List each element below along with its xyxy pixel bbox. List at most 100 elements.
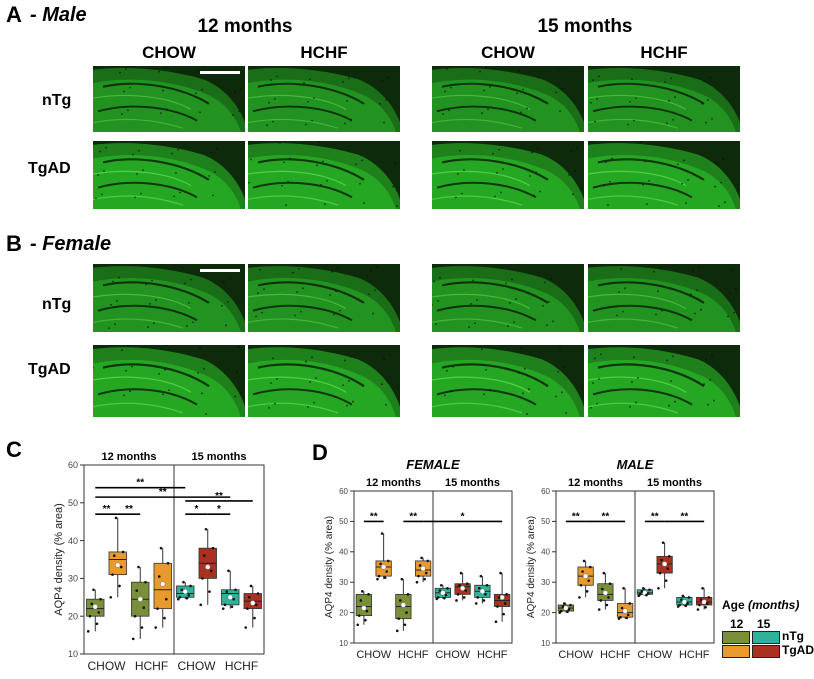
data-point [686,602,689,605]
y-tick-label: 40 [541,548,550,557]
data-point [423,577,426,581]
chart-c: 10 20 30 40 50 60 AQP4 density (% area) 12 mont… [53,451,265,673]
data-point [254,603,258,607]
box-mean-point [400,602,407,608]
data-point [377,574,381,578]
data-point [660,558,663,562]
hippocampus-micrograph [248,264,400,332]
data-point [679,598,683,601]
data-point [462,596,466,599]
data-point [704,605,707,609]
y-axis-label: AQP4 density (% area) [324,516,335,618]
data-point [118,584,121,588]
box-mean-point [160,581,166,587]
data-point [121,550,125,554]
box-mean-point [563,605,569,611]
box-mean-point [227,594,233,600]
data-point [159,546,163,550]
x-category-label: CHOW [637,649,672,661]
data-point [133,614,137,618]
box-mean-point [499,594,505,601]
data-point [684,604,688,608]
chart-d-female: 10 20 30 40 50 60 AQP4 density (% area) FEMALE 1… [324,457,513,661]
data-point [249,584,253,588]
significance-label: * [461,511,465,522]
data-point [496,605,499,608]
data-point [424,571,428,575]
data-point [185,596,189,600]
data-point [626,613,630,617]
data-point [420,556,423,560]
data-point [476,596,480,599]
data-point [109,596,113,599]
data-point [587,579,591,582]
significance-label: ** [601,511,609,522]
data-point [187,594,191,597]
data-point [599,599,603,602]
data-point [455,599,458,602]
data-point [585,590,589,593]
data-point [642,586,645,590]
data-point [178,596,182,599]
data-point [182,580,185,584]
age-group-label: 15 months [647,477,702,489]
data-point [156,607,159,610]
data-point [365,609,369,613]
box-mean-point [479,588,486,594]
data-point [417,574,420,578]
data-point [114,516,118,520]
data-point [211,546,215,550]
data-point [112,554,116,558]
legend-col-15: 15 [757,617,771,631]
data-point [705,602,709,605]
data-point [459,571,463,575]
data-point [163,616,166,620]
data-point [444,593,448,597]
row-tgad-b: TgAD [28,361,71,378]
data-point [199,603,203,607]
data-point [619,615,622,619]
y-tick-label: 40 [68,536,78,546]
significance-label: ** [651,511,659,522]
y-axis-label: AQP4 density (% area) [526,516,537,618]
data-point [646,592,650,595]
significance-label: * [217,504,221,515]
data-point [88,614,92,618]
legend-swatch-ntg-15 [752,631,780,644]
data-point [204,527,208,531]
hippocampus-micrograph [588,141,740,209]
x-category-label: HCHF [600,649,631,661]
data-point [247,596,251,599]
significance-label: ** [125,504,133,515]
hippocampus-micrograph [588,264,740,332]
data-point [154,626,158,629]
data-point [202,554,206,558]
data-point [579,583,583,587]
data-point [119,565,123,569]
significance-label: ** [103,504,111,515]
y-tick-label: 50 [68,498,78,508]
data-point [383,576,387,579]
data-point [398,599,402,602]
box-mean-point [115,562,121,568]
age-group-label: 12 months [101,451,156,463]
hippocampus-micrograph [588,345,740,417]
data-point [405,611,408,614]
data-point [256,592,260,595]
age-header-15: 15 months [537,16,633,37]
x-category-label: CHOW [356,649,391,661]
data-point [137,565,140,569]
col-hchf-15: HCHF [640,43,688,62]
data-point [566,610,569,614]
hippocampus-micrograph [93,141,245,209]
row-ntg-a: nTg [42,92,72,109]
col-chow-15: CHOW [481,43,535,62]
significance-label: ** [136,478,144,489]
hippocampus-micrograph [248,141,400,209]
hippocampus-micrograph [93,264,245,332]
data-point [90,602,94,606]
hippocampus-micrograph [93,345,245,417]
panel-d-letter: D [312,440,328,465]
data-point [380,532,384,535]
data-point [687,596,691,599]
